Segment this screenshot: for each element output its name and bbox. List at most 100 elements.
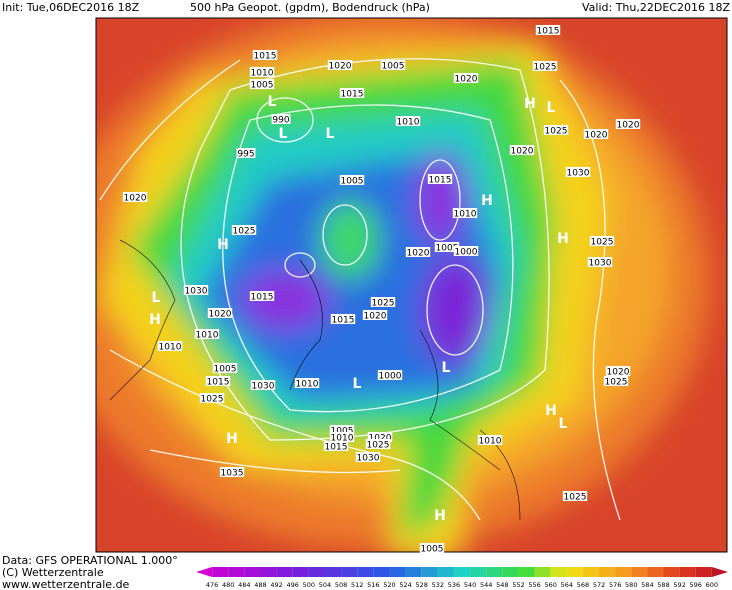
height-field — [96, 18, 727, 552]
colorbar-cell — [550, 567, 567, 577]
isobar-label: 1025 — [367, 441, 390, 451]
colorbar-label: 552 — [512, 581, 524, 589]
isobar-label: 1025 — [201, 395, 224, 405]
colorbar-cell — [276, 567, 293, 577]
isobar-label: 1010 — [251, 69, 274, 79]
isobar-label-bg — [370, 297, 396, 307]
pressure-center: L — [326, 126, 335, 142]
isobar-label: 1030 — [589, 259, 612, 269]
isobar-label: 1025 — [564, 493, 587, 503]
isobar-label: 1005 — [341, 177, 364, 187]
pressure-center: L — [547, 100, 556, 116]
colorbar-cell — [518, 567, 535, 577]
valid-time: Valid: Thu,22DEC2016 18Z — [582, 1, 730, 14]
colorbar-cell — [502, 567, 519, 577]
colorbar-cell — [615, 567, 632, 577]
isobar-label-bg — [362, 310, 388, 320]
isobar-label-bg — [207, 308, 233, 318]
pressure-center: L — [279, 126, 288, 142]
isobar-label: 1025 — [233, 227, 256, 237]
colorbar-label: 528 — [415, 581, 427, 589]
isobar-label-bg — [157, 341, 183, 351]
data-source: Data: GFS OPERATIONAL 1.000° — [2, 554, 178, 567]
colorbar-label: 532 — [432, 581, 444, 589]
isobar-label-bg — [380, 60, 406, 70]
colorbar-cell — [405, 567, 422, 577]
isobar-label-bg — [365, 439, 391, 449]
colorbar-cell — [373, 567, 390, 577]
pressure-center: H — [217, 237, 229, 253]
colorbar-label: 508 — [335, 581, 347, 589]
isobar-label: 1035 — [221, 469, 244, 479]
isobar-label: 1025 — [372, 299, 395, 309]
isobar-label: 1015 — [429, 176, 452, 186]
colorbar-label: 512 — [351, 581, 363, 589]
colorbar-cell — [244, 567, 261, 577]
isobar-label-bg — [329, 432, 355, 442]
isobar-label-bg — [323, 441, 349, 451]
isobar-label-bg — [543, 125, 569, 135]
colorbar-cell — [389, 567, 406, 577]
colorbar-cell — [582, 567, 600, 577]
isobar-label-bg — [205, 376, 231, 386]
isobar-label-bg — [183, 285, 209, 295]
isobar-label-bg — [199, 393, 225, 403]
colorbar-label: 540 — [464, 581, 476, 589]
isobar-label-bg — [122, 192, 148, 202]
isobar-label: 1025 — [545, 127, 568, 137]
isobar-label: 1030 — [567, 169, 590, 179]
isobar-label-bg — [271, 114, 291, 124]
copyright: (C) Wetterzentrale — [2, 566, 104, 579]
isobar-label: 1005 — [251, 81, 274, 91]
isobar-label: 1010 — [454, 210, 477, 220]
init-time: Init: Tue,06DEC2016 18Z — [2, 1, 140, 14]
colorbar-label: 560 — [544, 581, 556, 589]
map-title: 500 hPa Geopot. (gpdm), Bodendruck (hPa) — [190, 1, 430, 14]
isobar-label: 1010 — [196, 331, 219, 341]
isobar-label-bg — [509, 145, 535, 155]
isobar-label: 1030 — [185, 287, 208, 297]
isobar-label: 1005 — [436, 244, 459, 254]
isobar-label-bg — [434, 242, 460, 252]
colorbar-label: 580 — [625, 581, 637, 589]
pressure-center: L — [559, 416, 568, 432]
pressure-center: H — [545, 403, 557, 419]
isobar-label: 1020 — [329, 62, 352, 72]
colorbar-label: 596 — [690, 581, 702, 589]
isobar-label-bg — [583, 129, 609, 139]
colorbar-label: 500 — [303, 581, 315, 589]
isobar-label: 1020 — [585, 131, 608, 141]
colorbar-cell — [292, 567, 309, 577]
isobar-label-bg — [355, 452, 381, 462]
isobar-label-bg — [194, 329, 220, 339]
isobar-label: 1020 — [369, 434, 392, 444]
isobar-label: 1020 — [607, 368, 630, 378]
colorbar-cell — [196, 567, 213, 577]
colorbar-cell — [566, 567, 583, 577]
pressure-center: L — [152, 290, 161, 306]
isobar-label-bg — [405, 247, 431, 257]
isobar-label: 1025 — [591, 238, 614, 248]
isobar-label-bg — [477, 435, 503, 445]
isobar-label-bg — [453, 246, 479, 256]
colorbar-label: 520 — [383, 581, 395, 589]
isobar-label-bg — [231, 225, 257, 235]
pressure-center: H — [524, 96, 536, 112]
colorbar-cell — [663, 567, 680, 577]
isobar-label: 1025 — [605, 378, 628, 388]
isobar-label-bg — [294, 378, 320, 388]
colorbar-cell — [470, 567, 487, 577]
colorbar-cell — [228, 567, 245, 577]
colorbar-label: 548 — [496, 581, 508, 589]
isobar-label: 1030 — [357, 454, 380, 464]
isobar-label-bg — [419, 543, 445, 553]
isobar-label-bg — [452, 208, 478, 218]
isobar-label: 1000 — [379, 372, 402, 382]
isobar-label-bg — [603, 376, 629, 386]
isobar-label-bg — [587, 257, 613, 267]
colorbar-cell — [341, 567, 358, 577]
isobar-label-bg — [605, 366, 631, 376]
pressure-center: L — [268, 94, 277, 110]
colorbar-cell — [534, 567, 551, 577]
